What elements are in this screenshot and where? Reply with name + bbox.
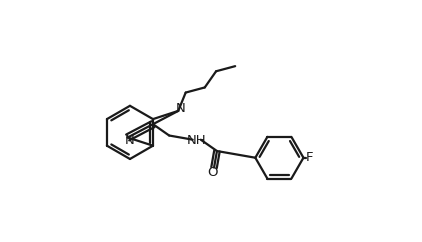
Text: NH: NH (187, 134, 206, 147)
Text: O: O (208, 166, 218, 179)
Text: N: N (176, 102, 185, 115)
Text: F: F (305, 151, 313, 164)
Text: N: N (125, 134, 135, 147)
